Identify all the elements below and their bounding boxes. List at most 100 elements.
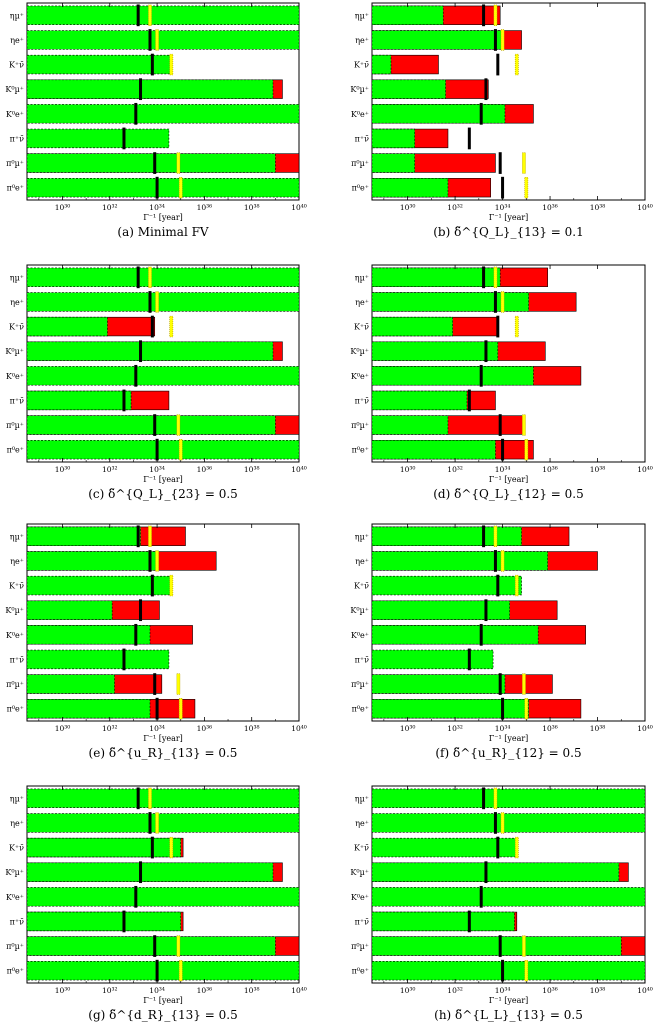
yellow-marker xyxy=(178,177,183,199)
channel-label: K⁰µ⁺ xyxy=(5,868,24,877)
black-marker xyxy=(136,266,140,289)
channel-label: π⁰e⁺ xyxy=(7,184,24,193)
yellow-marker xyxy=(500,291,505,313)
channel-label: π⁺ν̄ xyxy=(355,134,369,143)
x-axis-label: Γ⁻¹ [year] xyxy=(489,475,529,484)
green-bar xyxy=(26,575,172,596)
yellow-marker xyxy=(500,812,505,834)
black-marker xyxy=(155,438,159,461)
green-bar xyxy=(26,153,276,173)
x-tick-label: 10³⁴ xyxy=(495,986,511,995)
green-bar xyxy=(26,316,108,337)
x-tick-label: 10³⁸ xyxy=(590,465,606,474)
black-marker xyxy=(139,340,143,363)
x-tick-label: 10³⁶ xyxy=(197,203,213,212)
black-marker xyxy=(139,599,143,622)
channel-label: π⁰µ⁺ xyxy=(351,159,369,168)
channel-label: ηe⁺ xyxy=(10,36,24,45)
x-tick-label: 10³⁴ xyxy=(149,465,165,474)
channel-label: π⁰µ⁺ xyxy=(6,680,24,689)
channel-label: K⁺ν̄ xyxy=(9,323,24,332)
channel-label: ηe⁺ xyxy=(10,557,24,566)
x-tick-label: 10³⁶ xyxy=(542,203,558,212)
x-tick-label: 10⁴⁰ xyxy=(291,986,307,995)
x-tick-label: 10³⁴ xyxy=(149,203,165,212)
green-bar xyxy=(371,936,622,956)
black-marker xyxy=(139,78,143,101)
green-bar xyxy=(26,440,300,460)
black-marker xyxy=(501,176,505,199)
channel-label: K⁰µ⁺ xyxy=(5,85,24,94)
green-bar xyxy=(26,887,300,907)
channel-label: π⁰µ⁺ xyxy=(351,680,369,689)
black-marker xyxy=(496,315,500,338)
channel-label: K⁰µ⁺ xyxy=(350,85,369,94)
x-tick-label: 10³² xyxy=(102,465,118,474)
x-axis-label: Γ⁻¹ [year] xyxy=(143,996,183,1005)
panel-caption: (d) δ̃^{Q_L}_{12} = 0.5 xyxy=(433,487,584,501)
black-marker xyxy=(496,836,500,859)
channel-label: ηµ⁺ xyxy=(355,273,369,282)
channel-label: ηe⁺ xyxy=(355,819,369,828)
x-tick-label: 10³⁶ xyxy=(197,986,213,995)
black-marker xyxy=(479,102,483,125)
green-bar xyxy=(371,178,449,198)
x-axis-label: Γ⁻¹ [year] xyxy=(489,734,529,743)
black-marker xyxy=(498,152,502,174)
x-tick-label: 10³⁶ xyxy=(197,465,213,474)
green-bar xyxy=(26,390,132,411)
channel-label: π⁺ν̄ xyxy=(355,917,369,926)
channel-label: ηµ⁺ xyxy=(10,532,24,541)
black-marker xyxy=(148,812,152,834)
green-bar xyxy=(371,104,506,124)
green-bar xyxy=(371,128,416,149)
black-marker xyxy=(134,102,138,125)
channel-label: K⁰µ⁺ xyxy=(350,606,369,615)
x-tick-label: 10³⁰ xyxy=(55,203,71,212)
green-bar xyxy=(371,788,646,808)
channel-label: π⁰µ⁺ xyxy=(351,942,369,951)
x-tick-label: 10⁴⁰ xyxy=(291,203,307,212)
x-tick-label: 10³⁸ xyxy=(244,465,260,474)
yellow-marker xyxy=(155,812,159,834)
x-tick-label: 10³⁰ xyxy=(55,465,71,474)
green-bar xyxy=(371,887,646,907)
channel-label: K⁺ν̄ xyxy=(354,582,369,591)
green-bar xyxy=(371,575,522,596)
black-marker xyxy=(155,959,159,982)
x-tick-label: 10³² xyxy=(102,203,118,212)
yellow-marker xyxy=(176,935,181,957)
yellow-marker xyxy=(522,152,526,174)
black-marker xyxy=(484,599,488,622)
green-bar xyxy=(371,341,499,361)
x-tick-label: 10³² xyxy=(447,724,463,733)
x-tick-label: 10³⁴ xyxy=(495,724,511,733)
black-marker xyxy=(153,152,157,174)
channel-label: π⁰e⁺ xyxy=(7,967,24,976)
yellow-marker xyxy=(176,152,181,174)
x-axis-label: Γ⁻¹ [year] xyxy=(489,996,529,1005)
black-marker xyxy=(136,787,140,810)
green-bar xyxy=(26,600,113,620)
green-bar xyxy=(371,600,510,620)
channel-label: π⁰e⁺ xyxy=(352,184,369,193)
channel-label: π⁺ν̄ xyxy=(355,655,369,664)
green-bar xyxy=(26,366,300,386)
black-marker xyxy=(150,836,154,859)
x-tick-label: 10³² xyxy=(102,986,118,995)
channel-label: π⁰e⁺ xyxy=(352,446,369,455)
green-bar xyxy=(26,551,158,571)
channel-label: K⁰e⁺ xyxy=(6,372,24,381)
yellow-marker xyxy=(514,574,519,597)
channel-label: K⁺ν̄ xyxy=(9,61,24,70)
green-bar xyxy=(371,813,646,833)
channel-label: K⁰µ⁺ xyxy=(5,347,24,356)
yellow-marker xyxy=(178,439,183,461)
channel-label: ηµ⁺ xyxy=(10,11,24,20)
green-bar xyxy=(26,961,300,981)
green-bar xyxy=(26,128,170,149)
black-marker xyxy=(482,4,486,27)
green-bar xyxy=(371,316,454,337)
green-bar xyxy=(26,936,276,956)
